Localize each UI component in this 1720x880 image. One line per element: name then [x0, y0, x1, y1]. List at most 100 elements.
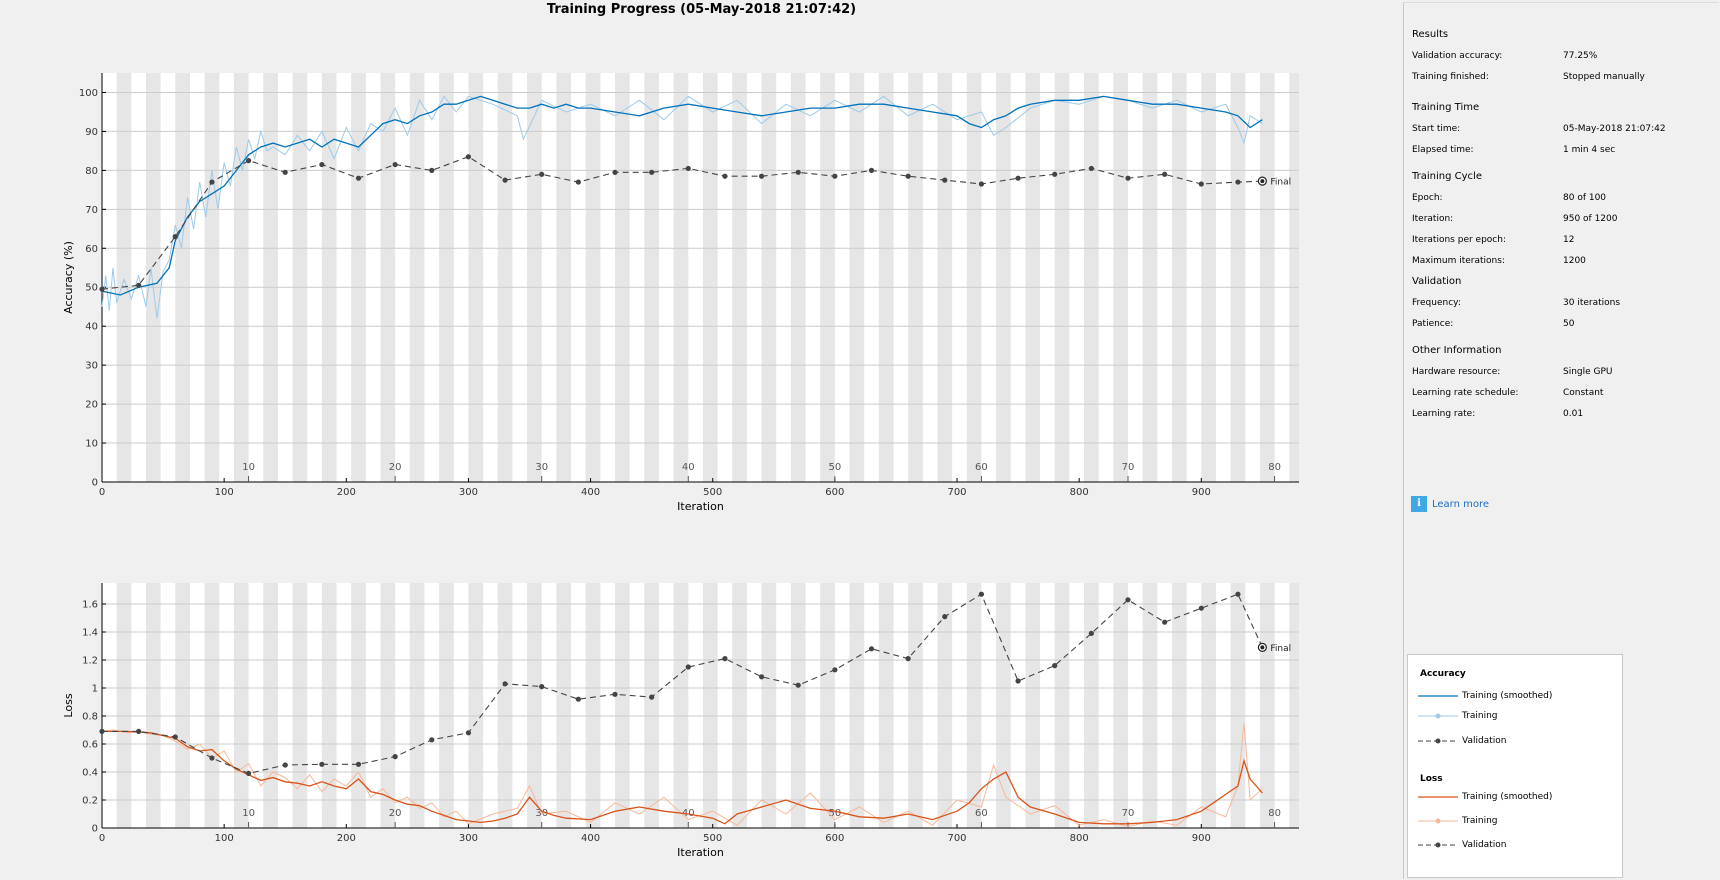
panel-section-title: Validation: [1412, 276, 1462, 287]
validation-point: [868, 646, 875, 652]
epoch-label: 20: [389, 462, 402, 473]
x-tick-label: 600: [825, 487, 844, 498]
y-tick-label: 10: [85, 439, 98, 450]
legend-acc-training-label: Training: [1462, 711, 1498, 721]
epoch-band: [966, 73, 982, 482]
epoch-band: [615, 73, 630, 482]
validation-point: [942, 177, 948, 183]
panel-row-value: Stopped manually: [1563, 72, 1645, 82]
epoch-label: 80: [1268, 462, 1281, 473]
y-tick-label: 0: [92, 478, 98, 489]
legend-acc-training: Training: [1416, 710, 1616, 724]
epoch-band: [615, 583, 630, 828]
panel-row-key: Iteration:: [1412, 214, 1454, 224]
epoch-band: [1171, 583, 1187, 828]
epoch-band: [380, 583, 396, 828]
panel-row: Iterations per epoch: 12: [1412, 235, 1712, 249]
validation-point: [465, 154, 472, 160]
epoch-band: [732, 73, 747, 482]
y-tick-label: 20: [85, 400, 98, 411]
epoch-band: [966, 583, 982, 828]
epoch-band: [996, 73, 1011, 482]
panel-row-key: Training finished:: [1412, 72, 1489, 82]
epoch-band: [233, 583, 249, 828]
panel-row: Maximum iterations: 1200: [1412, 256, 1712, 270]
validation-final-dot: [1260, 179, 1265, 184]
panel-row: Elapsed time: 1 min 4 sec: [1412, 145, 1712, 159]
epoch-band: [849, 583, 865, 828]
panel-section-title: Training Time: [1412, 102, 1480, 113]
panel-row-key: Validation accuracy:: [1412, 51, 1503, 61]
y-tick-label: 100: [79, 88, 98, 99]
validation-point: [1198, 181, 1204, 187]
epoch-label: 30: [535, 462, 548, 473]
legend-acc-smoothed: Training (smoothed): [1416, 690, 1616, 704]
legend-acc-validation: Validation: [1416, 735, 1616, 749]
validation-point: [1162, 171, 1168, 177]
y-tick-label: 1.4: [82, 628, 98, 639]
validation-point: [905, 656, 911, 662]
validation-point: [209, 755, 215, 761]
validation-point: [502, 681, 508, 687]
panel-section-title: Results: [1412, 29, 1449, 40]
epoch-band: [351, 583, 366, 828]
panel-row-value: 80 of 100: [1563, 193, 1607, 203]
validation-point: [1015, 678, 1021, 684]
epoch-band: [1054, 583, 1070, 828]
epoch-band: [1259, 73, 1275, 482]
validation-point: [99, 286, 105, 292]
panel-row-key: Frequency:: [1412, 298, 1461, 308]
panel-row: Frequency: 30 iterations: [1412, 298, 1712, 312]
epoch-label: 10: [242, 462, 255, 473]
epoch-band: [175, 583, 190, 828]
panel-row-key: Maximum iterations:: [1412, 256, 1505, 266]
epoch-band: [1084, 583, 1099, 828]
validation-point: [1235, 179, 1241, 185]
epoch-band: [1289, 583, 1299, 828]
x-tick-label: 400: [581, 487, 600, 498]
panel-row: Start time: 05-May-2018 21:07:42: [1412, 124, 1712, 138]
validation-point: [392, 161, 398, 168]
validation-point: [465, 730, 472, 736]
learn-more-link[interactable]: i Learn more: [1411, 496, 1489, 512]
legend: Accuracy Training (smoothed) Training Va…: [1407, 654, 1623, 878]
y-tick-label: 50: [85, 283, 98, 294]
x-tick-label: 500: [703, 833, 722, 844]
panel-row-value: 0.01: [1563, 409, 1584, 419]
epoch-band: [527, 583, 542, 828]
epoch-label: 40: [682, 462, 695, 473]
epoch-band: [1025, 583, 1041, 828]
panel-row-value: 05-May-2018 21:07:42: [1563, 124, 1666, 134]
y-tick-label: 1.2: [82, 656, 98, 667]
validation-point: [612, 169, 618, 175]
validation-point: [795, 682, 801, 688]
y-tick-label: 1: [92, 684, 98, 695]
epoch-band: [878, 583, 894, 828]
epoch-band: [937, 583, 953, 828]
x-tick-label: 300: [459, 833, 478, 844]
x-tick-label: 500: [703, 487, 722, 498]
validation-point: [172, 734, 178, 740]
x-tick-label: 0: [99, 487, 105, 498]
validation-point: [355, 761, 362, 767]
validation-point: [539, 171, 545, 177]
epoch-label: 80: [1268, 808, 1281, 819]
y-tick-label: 0: [92, 824, 98, 835]
epoch-band: [644, 583, 659, 828]
panel-row: Epoch: 80 of 100: [1412, 193, 1712, 207]
y-tick-label: 60: [85, 244, 98, 255]
validation-point: [539, 684, 545, 690]
validation-point: [319, 161, 325, 168]
epoch-band: [820, 73, 835, 482]
epoch-label: 50: [828, 462, 841, 473]
validation-point: [649, 694, 655, 700]
epoch-band: [790, 73, 806, 482]
x-tick-label: 300: [459, 487, 478, 498]
epoch-band: [145, 73, 161, 482]
loss-plot: 0 0.2 0.4 0.6 0.8 1 1.2 1.4 1.6 0 100 200 300 400 500 6…: [62, 583, 1299, 859]
validation-point: [136, 728, 142, 735]
validation-final-dot: [1260, 645, 1265, 650]
x-axis-label: Iteration: [677, 500, 724, 513]
epoch-band: [585, 583, 601, 828]
panel-row-key: Learning rate schedule:: [1412, 388, 1519, 398]
